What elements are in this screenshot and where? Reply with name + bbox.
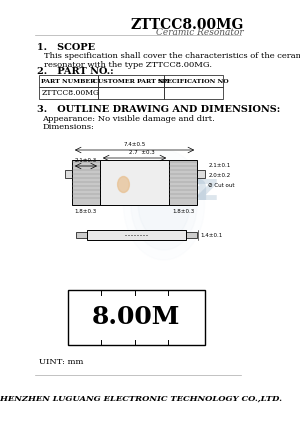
- Bar: [76, 232, 87, 238]
- Text: a: a: [182, 170, 208, 208]
- Text: Ceramic Resonator: Ceramic Resonator: [156, 28, 244, 37]
- Bar: [164, 75, 223, 87]
- Text: 1.8±0.3: 1.8±0.3: [172, 209, 194, 214]
- Bar: [39, 75, 98, 87]
- Bar: [98, 75, 164, 87]
- Text: 8.00M: 8.00M: [92, 306, 181, 329]
- Text: SPECIFICATION NO: SPECIFICATION NO: [158, 79, 229, 83]
- Bar: [64, 170, 72, 178]
- Text: ZTTCC8.00MG: ZTTCC8.00MG: [130, 18, 244, 32]
- Text: 1.8±0.3: 1.8±0.3: [75, 209, 97, 214]
- Bar: [169, 160, 197, 205]
- Circle shape: [138, 170, 190, 240]
- Text: PART NUMBER: PART NUMBER: [41, 79, 95, 83]
- Text: 1.   SCOPE: 1. SCOPE: [37, 43, 95, 52]
- Text: Appearance: No visible damage and dirt.: Appearance: No visible damage and dirt.: [43, 115, 215, 123]
- Text: UINT: mm: UINT: mm: [39, 358, 83, 366]
- Text: 2.1±0.1: 2.1±0.1: [208, 163, 230, 168]
- Text: CUSTOMER PART NO: CUSTOMER PART NO: [93, 79, 169, 83]
- Bar: [87, 230, 186, 240]
- Bar: [164, 87, 223, 99]
- Bar: [186, 232, 197, 238]
- Circle shape: [131, 160, 197, 250]
- Text: 2.7  ±0.3: 2.7 ±0.3: [129, 150, 155, 155]
- Text: 2.1±0.3: 2.1±0.3: [75, 158, 97, 163]
- Text: k: k: [171, 170, 197, 208]
- Bar: [98, 87, 164, 99]
- Bar: [39, 87, 98, 99]
- Text: This specification shall cover the characteristics of the ceramic
resonator with: This specification shall cover the chara…: [44, 52, 300, 69]
- Text: 7.4±0.5: 7.4±0.5: [123, 142, 146, 147]
- Text: 2.   PART NO.:: 2. PART NO.:: [37, 67, 113, 76]
- Text: ZTTCC8.00MG: ZTTCC8.00MG: [42, 89, 100, 97]
- Bar: [197, 170, 205, 178]
- Text: z: z: [195, 170, 218, 208]
- Circle shape: [118, 176, 129, 193]
- Bar: [100, 160, 169, 205]
- Text: 2.0±0.2: 2.0±0.2: [208, 173, 230, 178]
- Text: 3.   OUTLINE DRAWING AND DIMENSIONS:: 3. OUTLINE DRAWING AND DIMENSIONS:: [37, 105, 280, 114]
- Text: Dimensions:: Dimensions:: [43, 123, 94, 131]
- Text: 1.4±0.1: 1.4±0.1: [201, 232, 223, 238]
- Bar: [72, 160, 100, 205]
- Text: ⊘ Cut out: ⊘ Cut out: [208, 183, 235, 188]
- Text: SHENZHEN LUGUANG ELECTRONIC TECHNOLOGY CO.,LTD.: SHENZHEN LUGUANG ELECTRONIC TECHNOLOGY C…: [0, 395, 282, 403]
- Bar: [68, 290, 205, 345]
